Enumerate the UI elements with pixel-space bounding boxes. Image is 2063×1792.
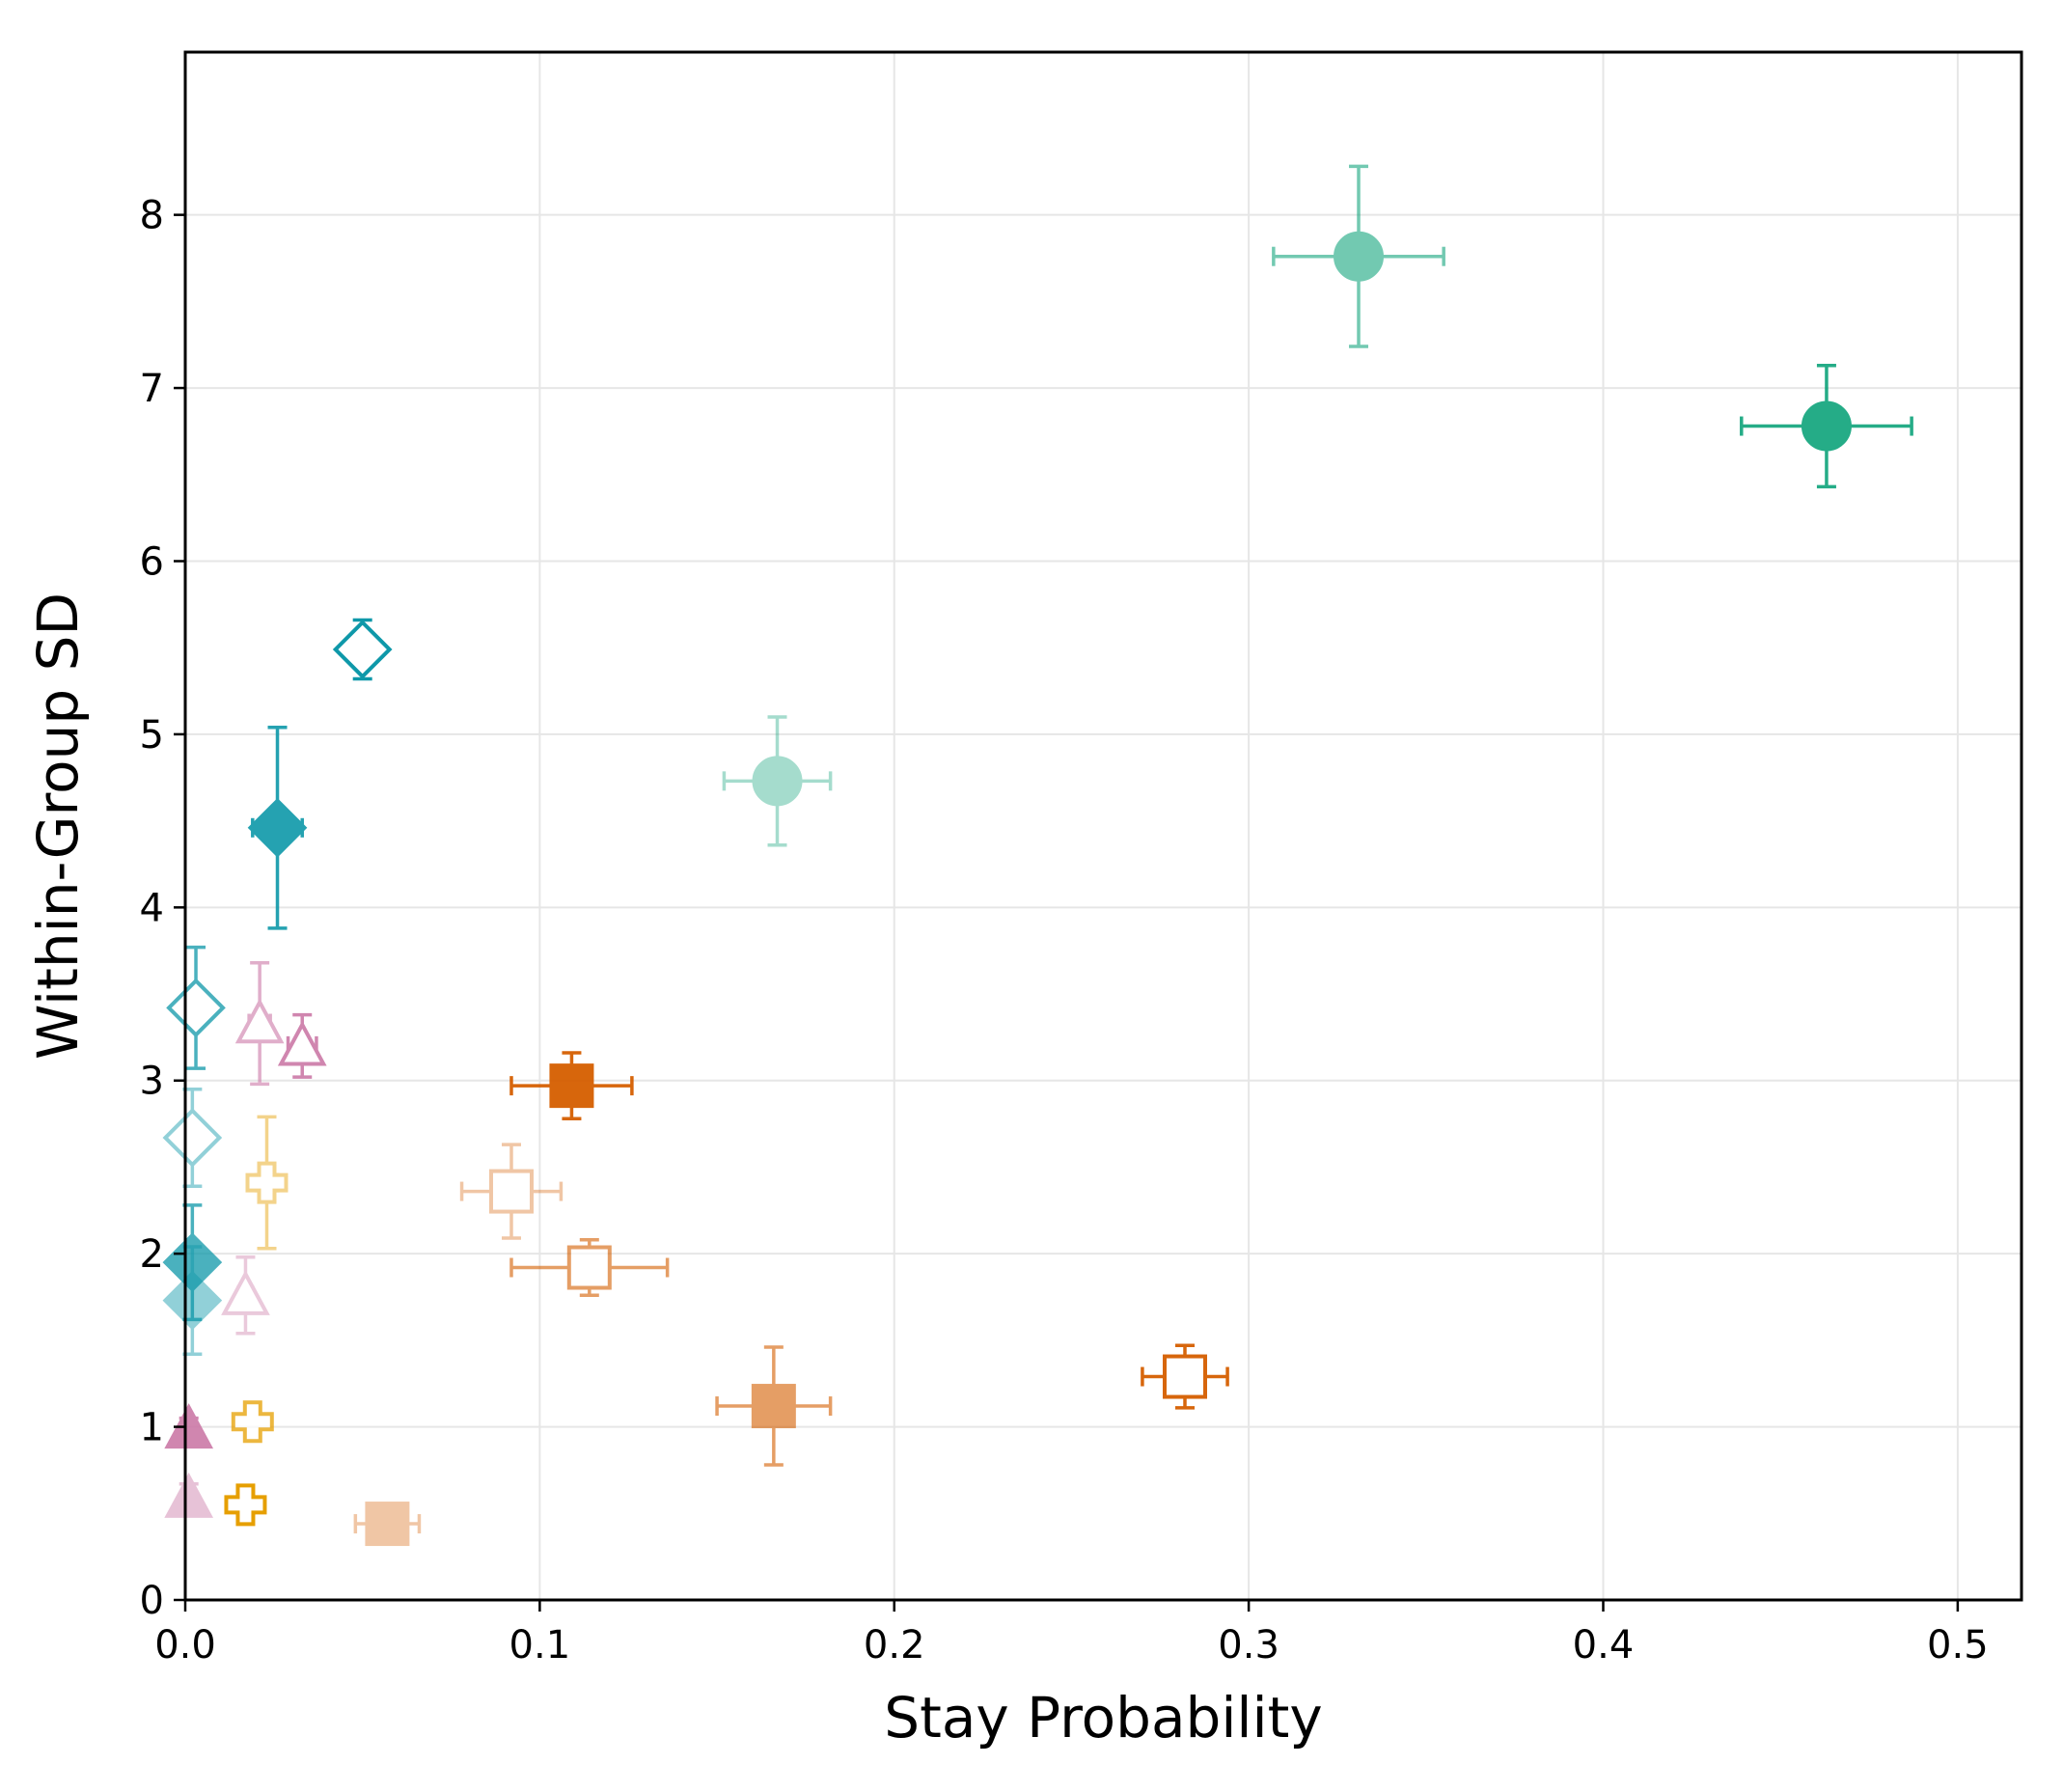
- square-marker: [1162, 1354, 1207, 1399]
- y-tick-label: 2: [140, 1232, 164, 1277]
- data-point-circle: [722, 715, 833, 847]
- triangle-marker: [277, 1020, 327, 1066]
- x-axis-title: Stay Probability: [884, 1685, 1322, 1751]
- data-point-square: [715, 1345, 833, 1467]
- data-point-diamond: [332, 618, 393, 681]
- square-marker: [751, 1384, 796, 1429]
- x-tick-label: 0.4: [1573, 1623, 1635, 1668]
- data-point-plus: [231, 1400, 274, 1444]
- x-tick-label: 0.0: [154, 1623, 216, 1668]
- data-point-circle: [1272, 164, 1445, 348]
- x-tick-label: 0.5: [1927, 1623, 1989, 1668]
- circle-marker: [752, 756, 803, 807]
- data-point-plus: [224, 1483, 267, 1527]
- plus-marker: [245, 1161, 289, 1204]
- square-marker: [488, 1169, 534, 1214]
- x-tick-label: 0.1: [509, 1623, 571, 1668]
- x-tick-label: 0.3: [1218, 1623, 1279, 1668]
- triangle-marker: [164, 1472, 214, 1518]
- square-marker: [566, 1245, 612, 1290]
- diamond-marker: [166, 978, 226, 1038]
- data-point-circle: [1740, 363, 1913, 489]
- data-point-diamond: [162, 1245, 223, 1356]
- data-point-diamond: [162, 1087, 223, 1188]
- x-tick-label: 0.2: [864, 1623, 925, 1668]
- axis-ticks: 0.0 0.1 0.2 0.3 0.4 0.5 0 1 2 3 4 5 6 7 8: [140, 194, 1989, 1668]
- data-point-diamond: [247, 725, 308, 930]
- diamond-marker: [247, 797, 308, 858]
- y-tick-label: 1: [140, 1406, 164, 1450]
- data-points: [162, 164, 1913, 1547]
- y-axis-title: Within-Group SD: [25, 593, 91, 1060]
- circle-marker: [1801, 400, 1852, 452]
- data-point-square: [353, 1502, 422, 1547]
- data-point-triangle: [164, 1472, 214, 1518]
- plot-frame: [183, 50, 2023, 1602]
- y-tick-label: 3: [140, 1060, 164, 1104]
- circle-marker: [1334, 231, 1385, 282]
- data-point-square: [509, 1051, 634, 1120]
- data-point-square: [1141, 1343, 1229, 1410]
- data-point-diamond: [162, 1203, 223, 1322]
- plus-marker: [224, 1483, 267, 1527]
- data-point-square: [459, 1143, 564, 1240]
- data-point-triangle: [277, 1012, 327, 1079]
- data-point-plus: [245, 1115, 289, 1251]
- square-marker: [549, 1063, 594, 1109]
- plus-marker: [231, 1400, 274, 1444]
- diamond-marker: [162, 1108, 223, 1168]
- y-tick-label: 4: [140, 886, 164, 930]
- square-marker: [365, 1502, 410, 1547]
- data-point-triangle: [234, 960, 285, 1087]
- grid: [184, 52, 2022, 1601]
- diamond-marker: [332, 620, 393, 679]
- y-tick-label: 7: [140, 367, 164, 411]
- data-point-square: [509, 1238, 670, 1297]
- y-tick-label: 6: [140, 539, 164, 584]
- y-tick-label: 5: [140, 713, 164, 758]
- y-tick-label: 0: [140, 1579, 164, 1623]
- y-tick-label: 8: [140, 194, 164, 238]
- diamond-marker: [162, 1270, 223, 1331]
- triangle-marker: [221, 1270, 270, 1315]
- data-point-triangle: [221, 1255, 270, 1336]
- triangle-marker: [234, 998, 285, 1044]
